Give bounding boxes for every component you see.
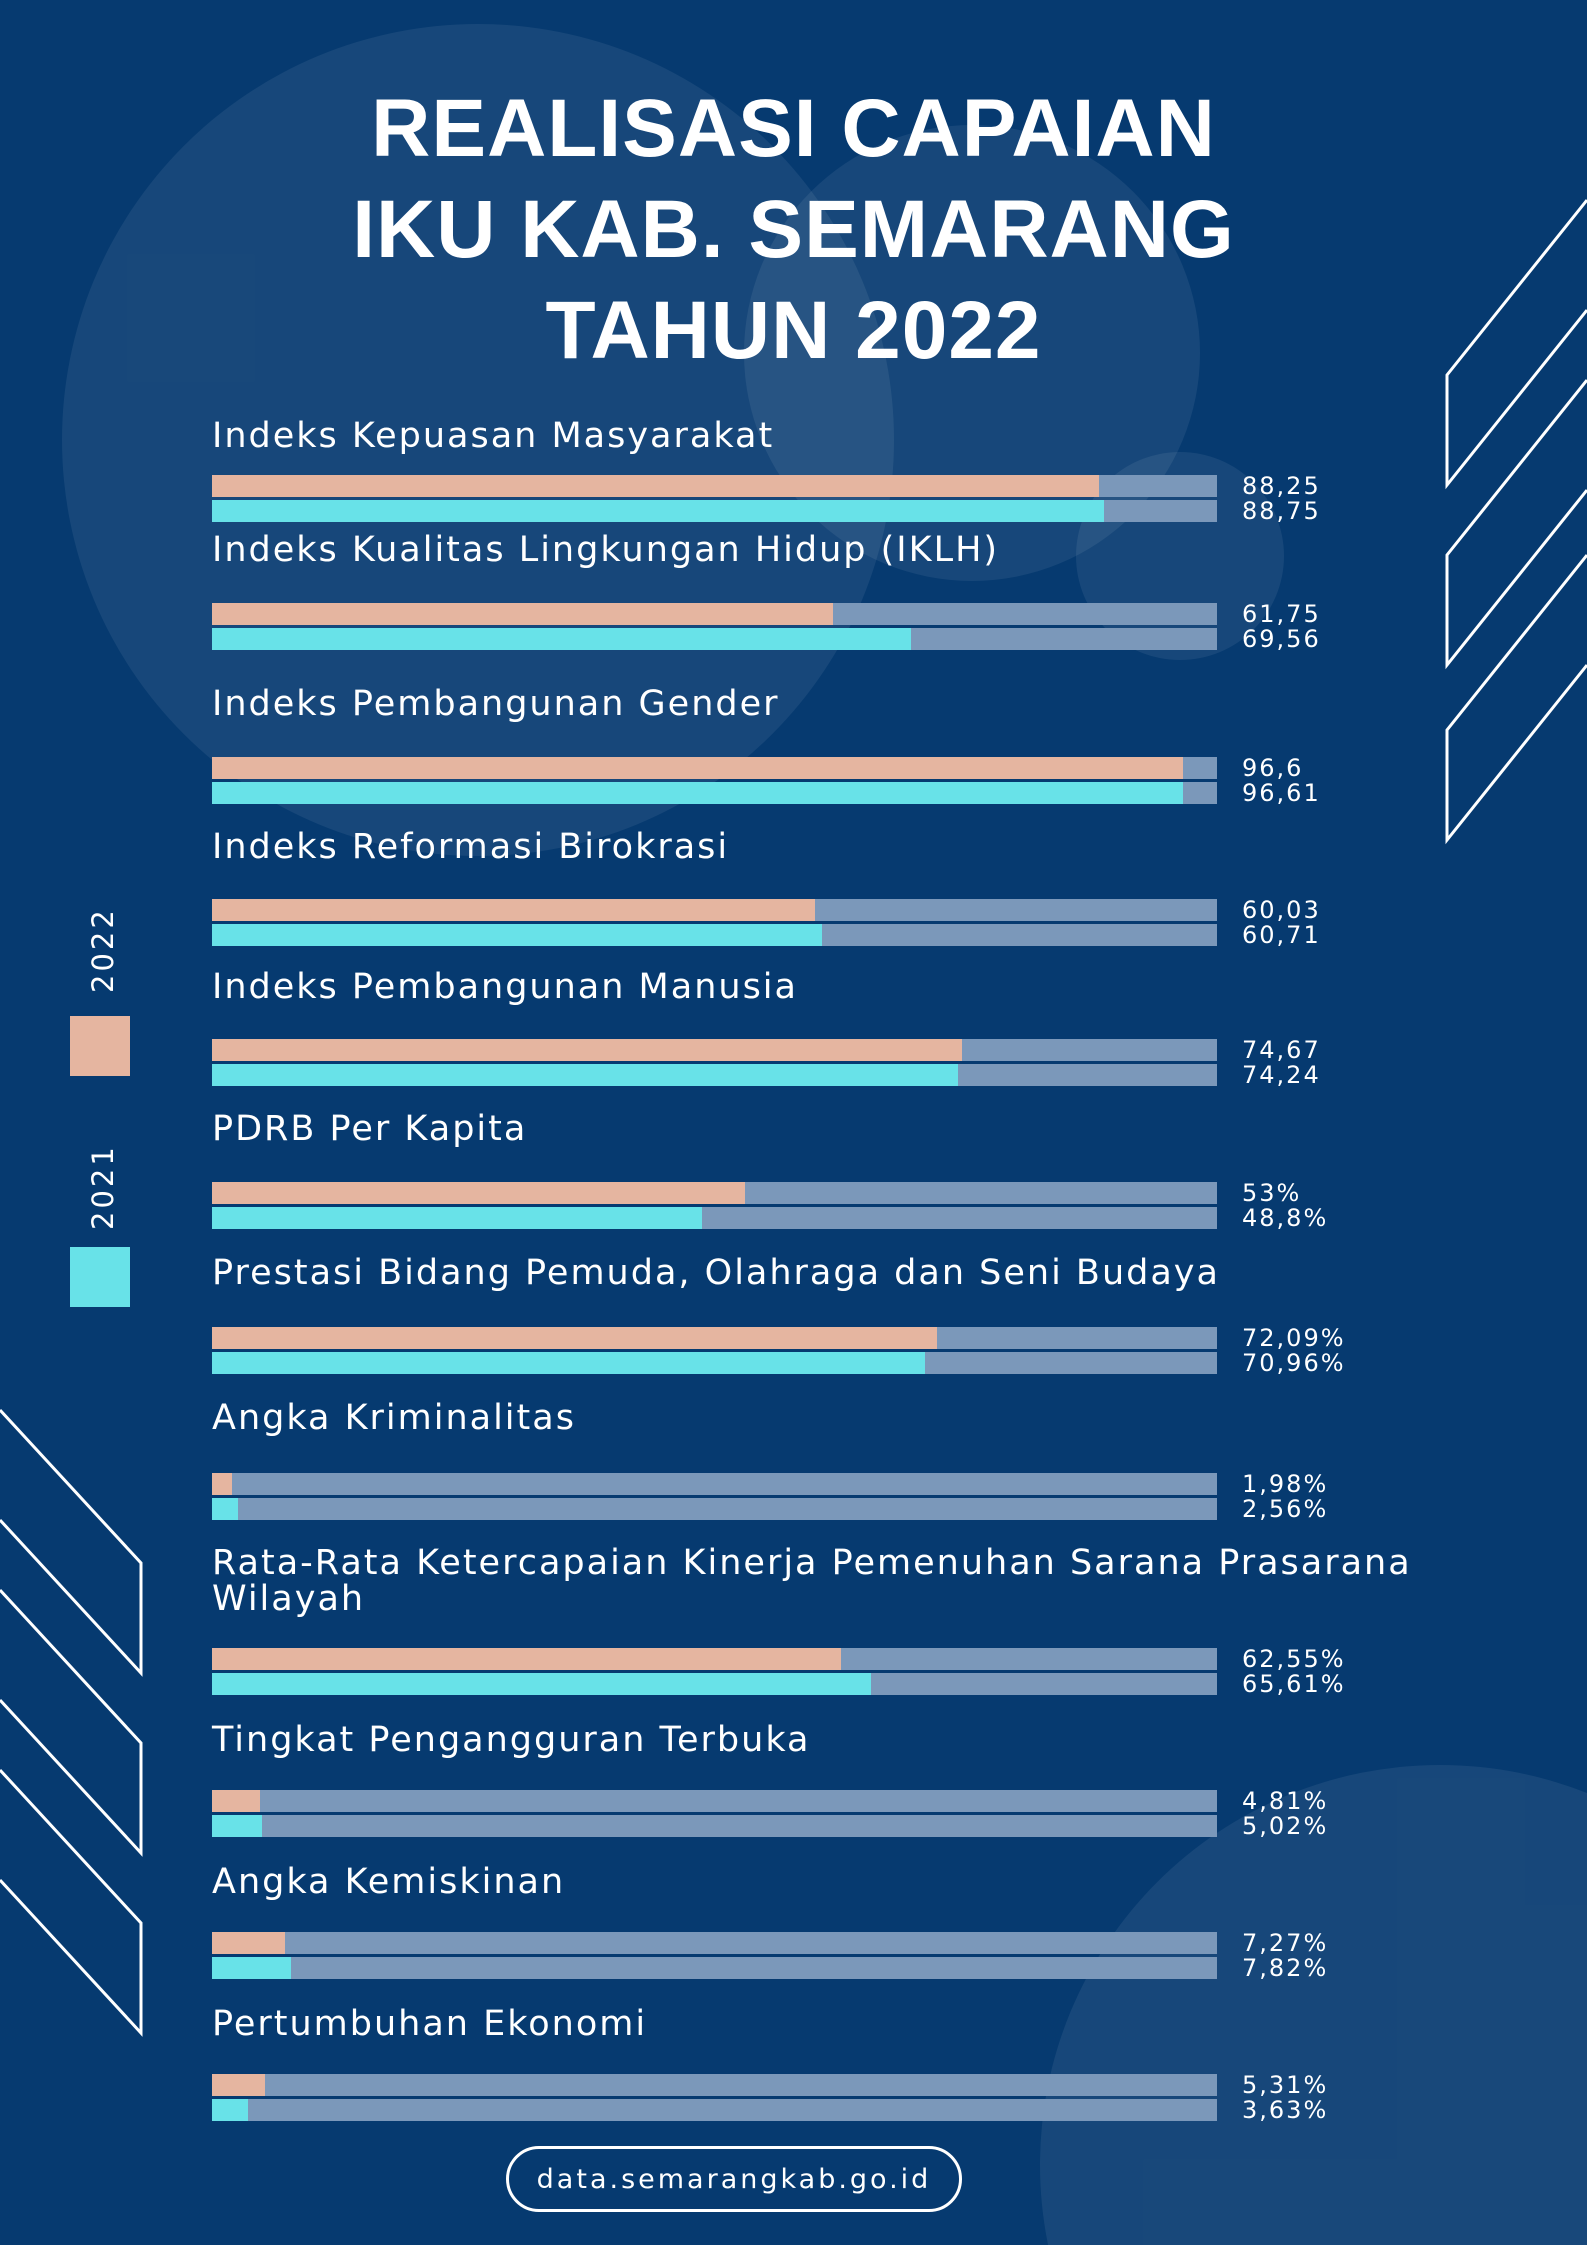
- bar-track: [212, 1327, 1217, 1349]
- bar-2022: [212, 603, 833, 625]
- value-label-2021: 2,56%: [1242, 1495, 1329, 1523]
- decorative-circle-large: [62, 24, 894, 856]
- bar-track: [212, 1790, 1217, 1812]
- bar-2022: [212, 475, 1099, 497]
- website-link-button[interactable]: data.semarangkab.go.id: [506, 2146, 962, 2212]
- bar-track: [212, 1648, 1217, 1670]
- value-label-2021: 3,63%: [1242, 2096, 1329, 2124]
- bar-track: [212, 1957, 1217, 1979]
- bar-2021: [212, 1815, 263, 1837]
- legend-label-2022: 2022: [86, 907, 120, 993]
- title-line: REALISASI CAPAIAN: [371, 83, 1216, 174]
- bar-track: [212, 1352, 1217, 1374]
- bar-2022: [212, 2074, 266, 2096]
- bar-2022: [212, 757, 1183, 779]
- value-label-2021: 60,71: [1242, 921, 1321, 949]
- bar-track: [212, 1498, 1217, 1520]
- bar-2021: [212, 1207, 703, 1229]
- value-label-2021: 7,82%: [1242, 1954, 1329, 1982]
- value-label-2022: 88,25: [1242, 472, 1321, 500]
- bar-track: [212, 782, 1217, 804]
- bar-track: [212, 2074, 1217, 2096]
- bar-2022: [212, 1648, 841, 1670]
- bar-2021: [212, 1352, 926, 1374]
- value-label-2022: 7,27%: [1242, 1929, 1329, 1957]
- value-label-2021: 88,75: [1242, 497, 1321, 525]
- bar-2021: [212, 924, 823, 946]
- bar-track: [212, 757, 1217, 779]
- bar-track: [212, 1207, 1217, 1229]
- value-label-2022: 74,67: [1242, 1036, 1321, 1064]
- category-label: Indeks Kepuasan Masyarakat: [212, 416, 775, 456]
- bar-2021: [212, 1957, 291, 1979]
- value-label-2022: 61,75: [1242, 600, 1321, 628]
- value-label-2022: 72,09%: [1242, 1324, 1346, 1352]
- bar-track: [212, 475, 1217, 497]
- bar-track: [212, 628, 1217, 650]
- category-label: Indeks Pembangunan Manusia: [212, 967, 798, 1007]
- bar-2021: [212, 782, 1183, 804]
- category-label: Indeks Pembangunan Gender: [212, 684, 780, 724]
- category-label: Angka Kemiskinan: [212, 1862, 566, 1902]
- legend-swatch-2021: [70, 1247, 130, 1307]
- value-label-2021: 69,56: [1242, 625, 1321, 653]
- bar-track: [212, 899, 1217, 921]
- bar-2022: [212, 1932, 286, 1954]
- value-label-2022: 96,6: [1242, 754, 1304, 782]
- value-label-2021: 74,24: [1242, 1061, 1321, 1089]
- bar-track: [212, 1182, 1217, 1204]
- bar-track: [212, 924, 1217, 946]
- value-label-2021: 65,61%: [1242, 1670, 1346, 1698]
- value-label-2021: 96,61: [1242, 779, 1321, 807]
- value-label-2021: 70,96%: [1242, 1349, 1346, 1377]
- category-label: Prestasi Bidang Pemuda, Olahraga dan Sen…: [212, 1253, 1220, 1293]
- value-label-2022: 62,55%: [1242, 1645, 1346, 1673]
- title-line: IKU KAB. SEMARANG: [352, 184, 1235, 275]
- bar-2021: [212, 1498, 238, 1520]
- bar-track: [212, 1473, 1217, 1495]
- bar-2021: [212, 1064, 959, 1086]
- bar-2022: [212, 1790, 261, 1812]
- legend-label-2021: 2021: [86, 1144, 120, 1230]
- bar-track: [212, 1673, 1217, 1695]
- bar-2022: [212, 1473, 232, 1495]
- value-label-2022: 60,03: [1242, 896, 1321, 924]
- value-label-2022: 1,98%: [1242, 1470, 1329, 1498]
- value-label-2021: 5,02%: [1242, 1812, 1329, 1840]
- category-label: Indeks Kualitas Lingkungan Hidup (IKLH): [212, 530, 1000, 570]
- category-label: Indeks Reformasi Birokrasi: [212, 827, 730, 867]
- category-label: Angka Kriminalitas: [212, 1398, 576, 1438]
- category-label: Tingkat Pengangguran Terbuka: [212, 1720, 811, 1760]
- bar-track: [212, 500, 1217, 522]
- bar-2021: [212, 628, 912, 650]
- category-label: Rata-Rata Ketercapaian Kinerja Pemenuhan…: [212, 1543, 1412, 1619]
- bar-2021: [212, 1673, 872, 1695]
- bar-2022: [212, 899, 816, 921]
- bar-2022: [212, 1039, 963, 1061]
- bar-2021: [212, 2099, 249, 2121]
- bar-2022: [212, 1327, 937, 1349]
- bar-track: [212, 1932, 1217, 1954]
- bar-track: [212, 1815, 1217, 1837]
- page-title: REALISASI CAPAIAN IKU KAB. SEMARANG TAHU…: [0, 78, 1587, 381]
- bar-track: [212, 603, 1217, 625]
- title-line: TAHUN 2022: [545, 285, 1042, 376]
- value-label-2022: 4,81%: [1242, 1787, 1329, 1815]
- value-label-2022: 53%: [1242, 1179, 1302, 1207]
- legend-swatch-2022: [70, 1016, 130, 1076]
- category-label: PDRB Per Kapita: [212, 1109, 528, 1149]
- bar-track: [212, 1039, 1217, 1061]
- bar-2021: [212, 500, 1104, 522]
- value-label-2022: 5,31%: [1242, 2071, 1329, 2099]
- bar-2022: [212, 1182, 745, 1204]
- category-label: Pertumbuhan Ekonomi: [212, 2004, 648, 2044]
- value-label-2021: 48,8%: [1242, 1204, 1329, 1232]
- bar-track: [212, 2099, 1217, 2121]
- bar-track: [212, 1064, 1217, 1086]
